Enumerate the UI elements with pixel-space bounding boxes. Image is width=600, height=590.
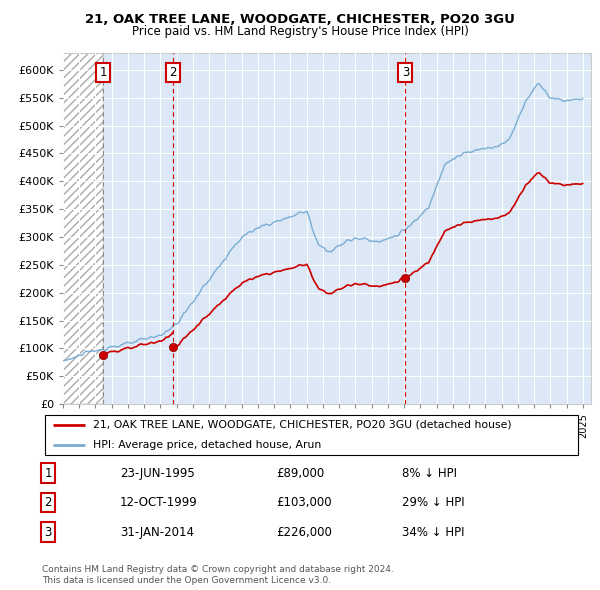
Text: 3: 3	[44, 526, 52, 539]
Text: Contains HM Land Registry data © Crown copyright and database right 2024.
This d: Contains HM Land Registry data © Crown c…	[42, 565, 394, 585]
Text: 12-OCT-1999: 12-OCT-1999	[120, 496, 198, 509]
Text: £103,000: £103,000	[276, 496, 332, 509]
Text: 31-JAN-2014: 31-JAN-2014	[120, 526, 194, 539]
Text: 3: 3	[402, 66, 409, 79]
Text: 2: 2	[44, 496, 52, 509]
Text: 1: 1	[44, 467, 52, 480]
Text: 23-JUN-1995: 23-JUN-1995	[120, 467, 195, 480]
Text: £226,000: £226,000	[276, 526, 332, 539]
Text: 34% ↓ HPI: 34% ↓ HPI	[402, 526, 464, 539]
Text: 21, OAK TREE LANE, WOODGATE, CHICHESTER, PO20 3GU: 21, OAK TREE LANE, WOODGATE, CHICHESTER,…	[85, 13, 515, 26]
Text: £89,000: £89,000	[276, 467, 324, 480]
Text: 8% ↓ HPI: 8% ↓ HPI	[402, 467, 457, 480]
FancyBboxPatch shape	[45, 415, 578, 455]
Text: 21, OAK TREE LANE, WOODGATE, CHICHESTER, PO20 3GU (detached house): 21, OAK TREE LANE, WOODGATE, CHICHESTER,…	[94, 420, 512, 430]
Text: 1: 1	[100, 66, 107, 79]
Text: 29% ↓ HPI: 29% ↓ HPI	[402, 496, 464, 509]
Text: 2: 2	[169, 66, 177, 79]
Text: Price paid vs. HM Land Registry's House Price Index (HPI): Price paid vs. HM Land Registry's House …	[131, 25, 469, 38]
Text: HPI: Average price, detached house, Arun: HPI: Average price, detached house, Arun	[94, 440, 322, 450]
